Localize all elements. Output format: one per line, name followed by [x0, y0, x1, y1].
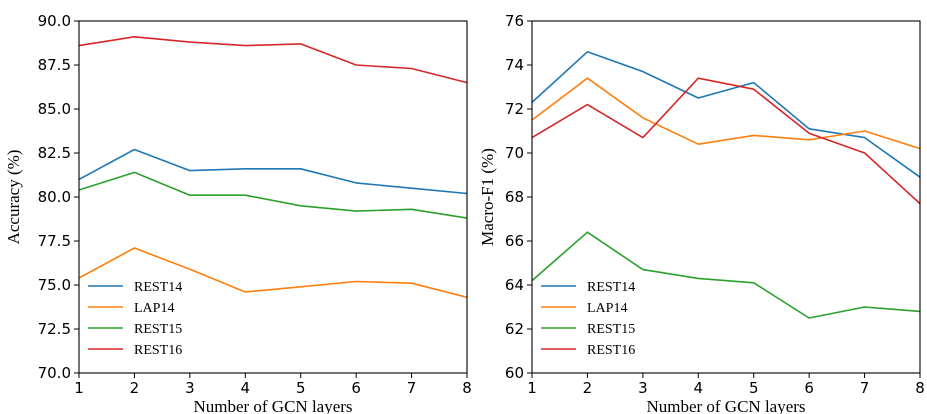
legend-label-lap14: LAP14 — [134, 301, 174, 316]
x-tick-label: 2 — [583, 379, 593, 397]
y-tick-label: 60 — [505, 364, 524, 382]
legend-label-rest15: REST15 — [587, 322, 635, 337]
legend-label-rest16: REST16 — [134, 343, 182, 358]
x-tick-label: 7 — [407, 379, 417, 397]
legend-label-lap14: LAP14 — [587, 301, 627, 316]
x-tick-label: 6 — [351, 379, 361, 397]
x-tick-label: 3 — [185, 379, 195, 397]
legend-label-rest14: REST14 — [587, 280, 635, 295]
y-tick-label: 87.5 — [38, 56, 71, 74]
legend-label-rest14: REST14 — [134, 280, 182, 295]
legend: REST14 LAP14 REST15 REST16 — [541, 280, 635, 358]
series-line-rest14 — [78, 148, 468, 195]
y-tick-label: 72 — [505, 100, 524, 118]
series-line-lap14 — [531, 77, 921, 150]
plot-frame — [78, 20, 468, 374]
y-axis-title: Macro-F1 (%) — [478, 148, 497, 246]
series-line-rest15 — [531, 231, 921, 319]
y-tick-label: 76 — [505, 12, 524, 30]
plot-frame — [531, 20, 921, 374]
y-tick-label: 62 — [505, 320, 524, 338]
y-tick-label: 74 — [505, 56, 524, 74]
x-tick-label: 6 — [804, 379, 814, 397]
y-tick-label: 80.0 — [38, 188, 71, 206]
legend-label-rest15: REST15 — [134, 322, 182, 337]
y-tick-label: 66 — [505, 232, 524, 250]
x-tick-label: 8 — [915, 379, 925, 397]
y-tick-label: 75.0 — [38, 276, 71, 294]
series-line-rest14 — [531, 50, 921, 178]
series-line-rest16 — [531, 77, 921, 205]
x-axis-title: Number of GCN layers — [193, 397, 352, 414]
x-tick-label: 4 — [241, 379, 251, 397]
y-tick-label: 68 — [505, 188, 524, 206]
x-tick-label: 2 — [130, 379, 140, 397]
series-line-rest16 — [78, 35, 468, 84]
y-tick-label: 70 — [505, 144, 524, 162]
x-tick-label: 1 — [74, 379, 84, 397]
y-tick-label: 85.0 — [38, 100, 71, 118]
x-tick-label: 8 — [462, 379, 472, 397]
x-axis-title: Number of GCN layers — [646, 397, 805, 414]
series-line-lap14 — [78, 247, 468, 299]
series-line-rest15 — [78, 171, 468, 219]
chart-panel-1: 1 2 3 4 5 6 7 8 70.0 72.5 75.0 77.5 80.0 82.5 85.0 87.5… — [4, 12, 472, 414]
legend: REST14 LAP14 REST15 REST16 — [88, 280, 182, 358]
x-tick-label: 1 — [527, 379, 537, 397]
y-tick-label: 64 — [505, 276, 524, 294]
y-axis-title: Accuracy (%) — [4, 150, 23, 245]
legend-label-rest16: REST16 — [587, 343, 635, 358]
x-tick-label: 3 — [638, 379, 648, 397]
chart-panel-2: 1 2 3 4 5 6 7 8 60 62 64 66 68 70 72 74 76 Number of GCN … — [478, 12, 925, 414]
x-tick-label: 4 — [694, 379, 704, 397]
y-tick-label: 82.5 — [38, 144, 71, 162]
x-tick-label: 5 — [749, 379, 759, 397]
y-tick-label: 90.0 — [38, 12, 71, 30]
y-tick-label: 70.0 — [38, 364, 71, 382]
y-tick-label: 77.5 — [38, 232, 71, 250]
x-tick-label: 7 — [860, 379, 870, 397]
y-tick-label: 72.5 — [38, 320, 71, 338]
x-tick-label: 5 — [296, 379, 306, 397]
